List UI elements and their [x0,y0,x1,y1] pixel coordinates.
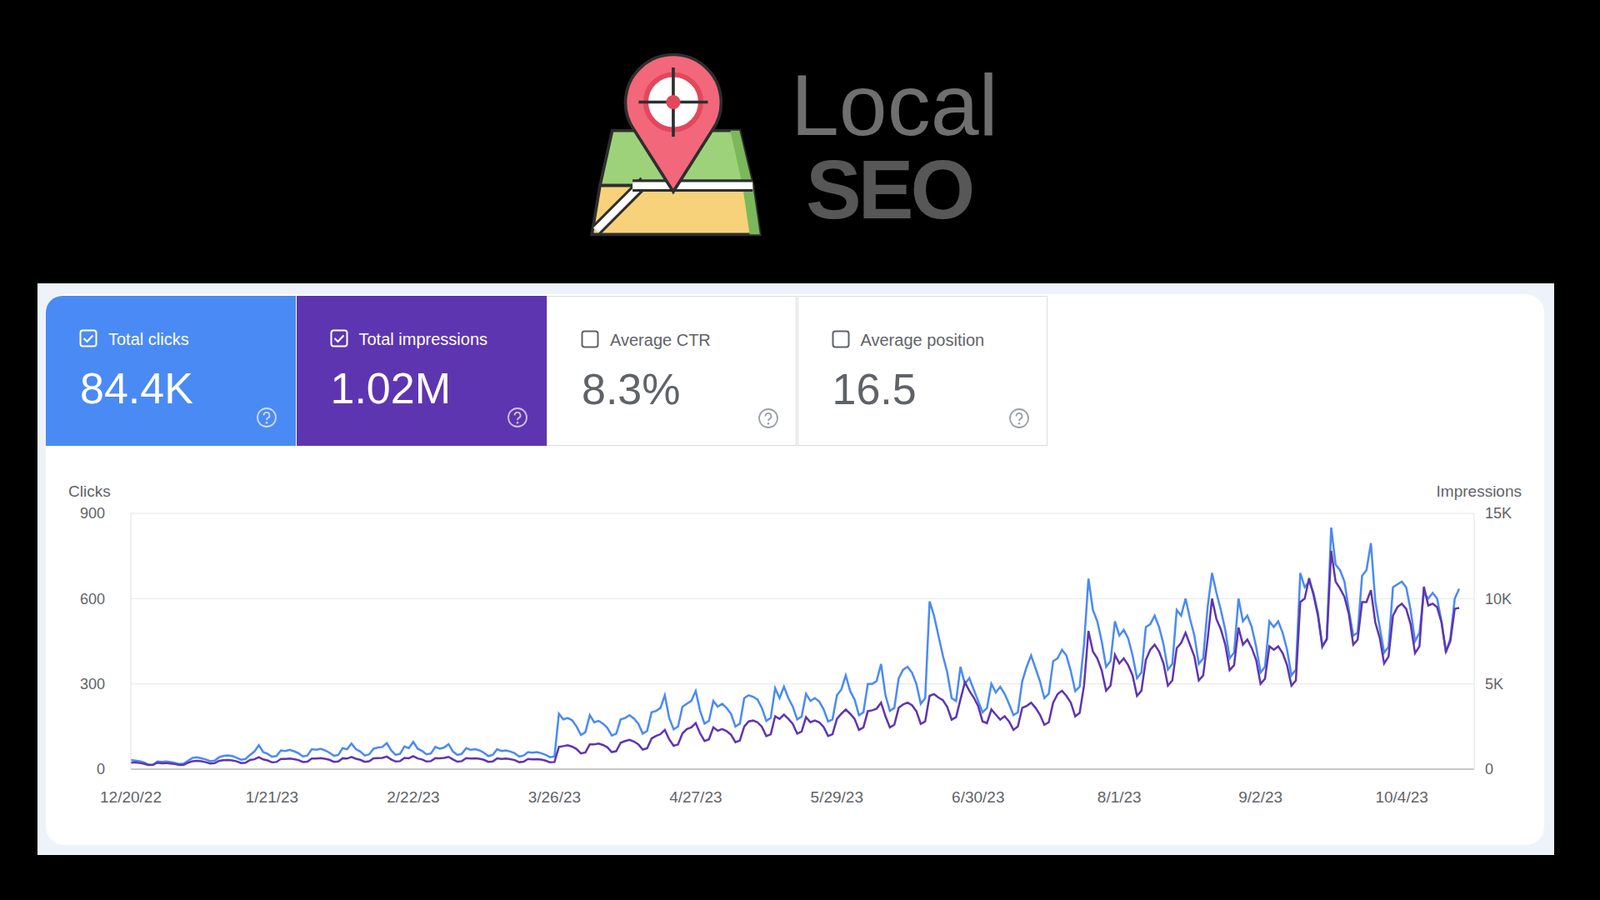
html-text:Local: Local [790,56,998,154]
html-text:Total impressions: Total impressions [358,330,488,349]
svg-text:10K: 10K [1485,590,1512,608]
svg-text:2/22/23: 2/22/23 [386,788,440,806]
html-text:16.5: 16.5 [832,365,917,414]
html-text:Average CTR: Average CTR [610,330,711,350]
svg-text:300: 300 [80,675,105,693]
svg-text:900: 900 [80,505,105,522]
svg-text:5/29/23: 5/29/23 [810,788,864,806]
html-text:Clicks: Clicks [68,482,111,500]
svg-text:15K: 15K [1485,505,1512,522]
svg-text:10/4/23: 10/4/23 [1375,788,1428,806]
svg-text:4/27/23: 4/27/23 [669,788,722,806]
svg-text:5K: 5K [1485,675,1504,693]
html-text:8.3%: 8.3% [581,365,681,414]
svg-text:600: 600 [80,590,105,608]
html-text:Average position: Average position [860,330,985,350]
svg-text:8/1/23: 8/1/23 [1097,788,1142,806]
html-text:1.02M: 1.02M [330,364,451,413]
svg-text:12/20/22: 12/20/22 [100,788,162,806]
svg-text:1/21/23: 1/21/23 [245,788,299,806]
html-text:Total clicks: Total clicks [108,330,189,349]
html-text:SEO: SEO [805,142,972,236]
svg-text:9/2/23: 9/2/23 [1238,788,1283,806]
svg-text:0: 0 [96,760,105,778]
html-text:84.4K: 84.4K [80,364,194,413]
svg-text:3/26/23: 3/26/23 [528,788,581,806]
svg-text:6/30/23: 6/30/23 [951,788,1005,806]
html-text:Impressions: Impressions [1436,482,1522,500]
svg-text:0: 0 [1485,760,1494,778]
